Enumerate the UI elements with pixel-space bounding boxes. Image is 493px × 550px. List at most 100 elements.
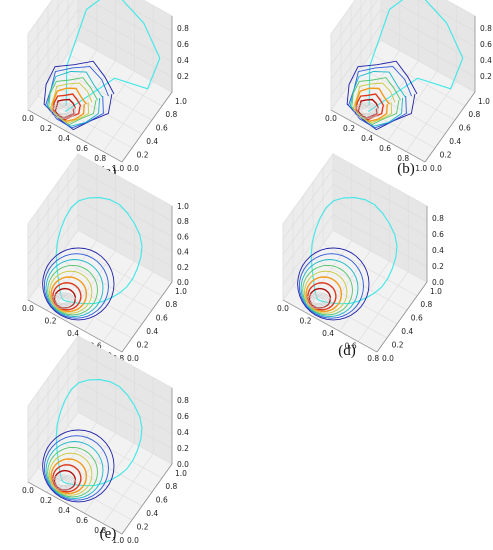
x-tick-label: 0.2 [343, 124, 355, 133]
x-tick-label: 0.8 [397, 154, 409, 163]
x-tick-label: 0.4 [361, 134, 373, 143]
z-tick-label: 0.6 [480, 40, 492, 49]
grid-line [320, 174, 371, 321]
chart-0-group: 0.00.20.40.60.81.0 0.00.20.40.60.81.00.20… [22, 0, 189, 173]
y-tick-label: 0.8 [165, 110, 177, 119]
contour-loop [45, 441, 104, 499]
grid-line [349, 0, 401, 121]
x-tick-label: 0.4 [67, 329, 79, 338]
grid-line [27, 214, 173, 285]
z-tick-label: 0.4 [177, 248, 189, 257]
contour-loop [51, 87, 87, 123]
grid-line [339, 185, 390, 332]
inner-contour-loop [52, 475, 75, 490]
inner-contour-loop [54, 105, 73, 117]
grid-line [330, 9, 476, 80]
x-tick-label: 0.8 [94, 526, 106, 535]
contour-loop [45, 66, 109, 129]
x-tick-label: 0.6 [76, 516, 88, 525]
y-tick-label: 0.8 [468, 110, 480, 119]
contour-loop [308, 287, 332, 309]
grid-line [27, 396, 173, 467]
grid-line [360, 0, 456, 121]
grid-line [47, 6, 143, 135]
z-tick-label: 0.2 [177, 444, 189, 453]
grid-line [282, 214, 428, 285]
grid-line [282, 184, 428, 255]
inner-contour-loop [357, 105, 376, 117]
contour-loop [354, 87, 390, 123]
grid-line [84, 367, 135, 514]
caption-b: (b) [397, 161, 415, 177]
grid-line [27, 381, 173, 452]
y-axis-line [376, 281, 428, 353]
inner-contour-loop [355, 103, 378, 118]
contour-loop [43, 253, 109, 319]
grid-line [301, 164, 353, 311]
chart-panel-d: 0.0 0.2 0.4 0.6 0.8 0.0 0.2 0.4 0.6 0.8 1.0 0.0 0.2 0… [255, 152, 470, 363]
inner-contour-loop [307, 293, 330, 308]
contour-loop [297, 247, 370, 321]
x-tick-label: 0.0 [22, 486, 34, 495]
y-tick-label: 0.4 [146, 327, 158, 336]
inner-contour-loop [50, 292, 77, 309]
contour-loop [305, 276, 343, 313]
y-tick-label: 0.2 [440, 151, 452, 160]
y-tick-label: 0.0 [382, 354, 394, 363]
grid-line [102, 195, 154, 342]
grid-line [46, 164, 98, 311]
y-tick-label: 0.4 [449, 137, 461, 146]
z-tick-label: 0.6 [177, 232, 189, 241]
z-tick-label: 0.4 [177, 428, 189, 437]
y-tick-label: 0.8 [165, 482, 177, 491]
y-tick-label: 0.8 [165, 300, 177, 309]
z-tick-label: 0.8 [432, 214, 444, 223]
contour-loop [46, 71, 104, 127]
grid-line [65, 356, 116, 503]
contour-loop [348, 66, 412, 129]
inner-contour-loop [305, 292, 332, 309]
x-axis-line [27, 299, 123, 353]
grid-line [37, 392, 133, 521]
inner-contour-loop [309, 295, 328, 307]
y-axis-line [121, 281, 173, 353]
x-tick-label: 0.4 [58, 506, 70, 515]
grid-line [84, 0, 135, 142]
x-tick-label: 1.0 [112, 164, 124, 173]
chart-c-svg: 0.00.20.40.60.80.00.20.40.60.81.00.00.20… [22, 152, 189, 363]
y-tick-label: 0.4 [146, 137, 158, 146]
z-tick-label: 0.0 [177, 460, 189, 469]
y-axis-line [121, 463, 173, 535]
grid-line [282, 199, 428, 270]
contour-loop [42, 247, 115, 321]
x-tick-label: 0.2 [40, 124, 52, 133]
contour-loop [346, 60, 418, 131]
grid-line [37, 210, 133, 339]
y-tick-label: 0.0 [127, 354, 139, 363]
x-tick-label: 0.0 [22, 114, 34, 123]
y-tick-label: 1.0 [175, 97, 187, 106]
z-tick-label: 0.8 [177, 24, 189, 33]
inner-contour-loop [50, 102, 77, 119]
y-axis-line [424, 91, 476, 163]
x-tick-label: 0.6 [76, 144, 88, 153]
y-tick-label: 0.8 [420, 300, 432, 309]
contour-loop [45, 259, 104, 317]
grid-line [27, 24, 173, 95]
caption-e: (e) [99, 526, 117, 542]
grid-line [370, 0, 466, 107]
outer-trajectory-line [64, 0, 161, 112]
grid-line [405, 5, 457, 152]
contour-loop [300, 259, 359, 317]
z-tick-label: 0.4 [177, 56, 189, 65]
contour-loop [48, 77, 98, 126]
z-tick-label: 0.2 [480, 72, 492, 81]
z-tick-label: 0.0 [432, 278, 444, 287]
grid-line [67, 168, 163, 297]
x-axis-line [330, 109, 426, 163]
x-tick-label: 0.8 [367, 354, 379, 363]
grid-line [330, 0, 476, 65]
contour-loop [48, 452, 93, 496]
z-tick-label: 0.0 [177, 278, 189, 287]
x-tick-label: 0.2 [40, 496, 52, 505]
